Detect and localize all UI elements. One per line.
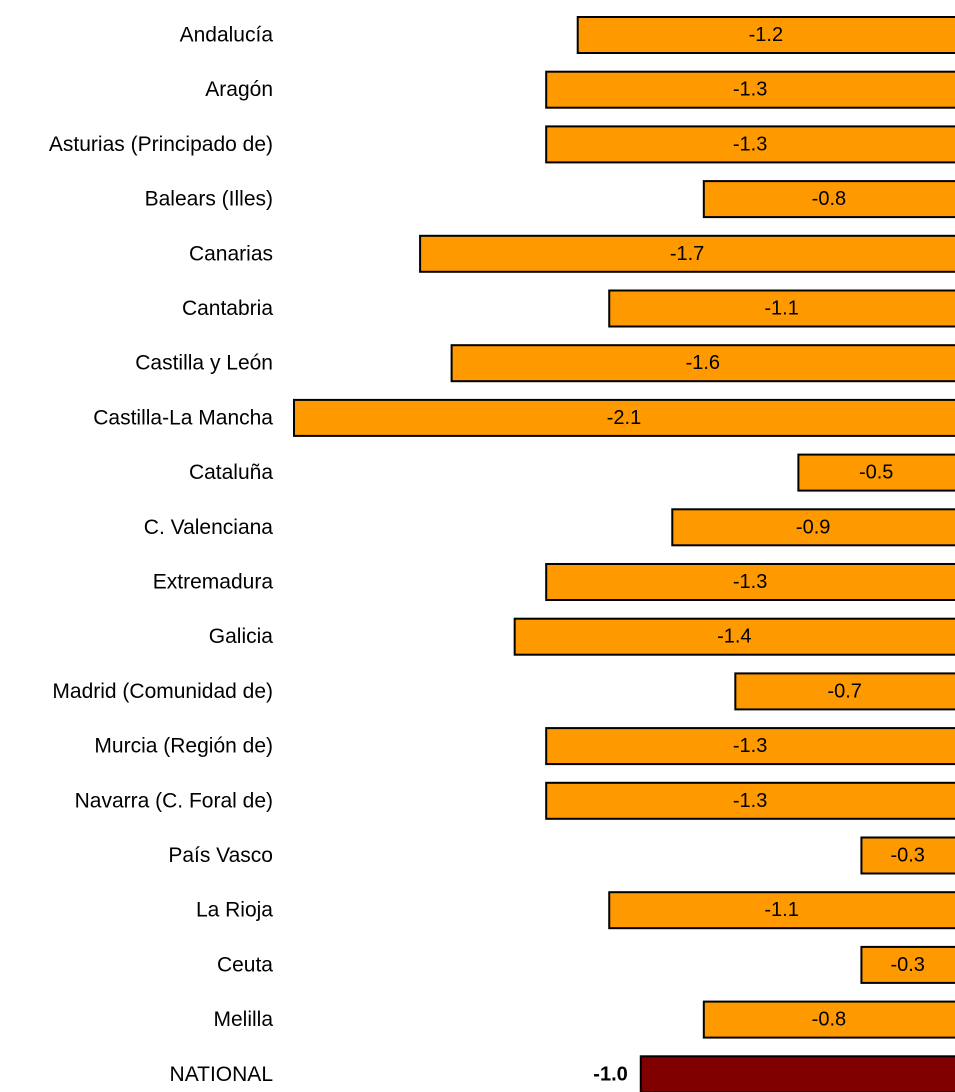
bar-castilla-la-mancha — [293, 398, 955, 437]
bar-castilla-y-leon — [450, 344, 955, 383]
category-label-galicia: Galicia — [209, 625, 274, 648]
bar-andalucia — [576, 16, 955, 54]
category-label-la-rioja: La Rioja — [196, 899, 273, 922]
value-label-cantabria: -1.1 — [764, 298, 798, 320]
bar-la-rioja — [608, 891, 955, 930]
bar-cataluna — [797, 453, 955, 492]
category-label-pais-vasco: País Vasco — [168, 844, 273, 867]
category-label-asturias-principado-de: Asturias (Principado de) — [49, 133, 273, 156]
category-label-extremadura: Extremadura — [153, 571, 274, 594]
value-label-ceuta: -0.3 — [890, 954, 924, 976]
category-label-national: NATIONAL — [170, 1063, 273, 1086]
value-label-extremadura: -1.3 — [733, 571, 767, 593]
category-label-aragon: Aragón — [205, 78, 273, 101]
value-label-murcia-region-de: -1.3 — [733, 735, 767, 757]
value-label-balears-illes: -0.8 — [812, 188, 846, 210]
bar-asturias-principado-de — [545, 125, 955, 164]
bar-melilla — [702, 1000, 955, 1039]
bar-ceuta — [860, 945, 955, 984]
category-label-andalucia: Andalucía — [180, 24, 274, 47]
category-label-murcia-region-de: Murcia (Región de) — [94, 735, 273, 758]
category-label-castilla-y-leon: Castilla y León — [135, 352, 273, 375]
value-label-la-rioja: -1.1 — [764, 899, 798, 921]
value-label-pais-vasco: -0.3 — [890, 845, 924, 867]
bar-extremadura — [545, 563, 955, 601]
value-label-andalucia: -1.2 — [749, 24, 783, 46]
bar-madrid-comunidad-de — [734, 672, 955, 711]
value-label-national: -1.0 — [593, 1063, 627, 1085]
value-label-castilla-y-leon: -1.6 — [686, 352, 720, 374]
category-label-melilla: Melilla — [213, 1008, 273, 1031]
bar-national — [639, 1055, 955, 1092]
value-label-cataluna: -0.5 — [859, 462, 893, 484]
bar-pais-vasco — [860, 836, 955, 875]
bar-murcia-region-de — [545, 727, 955, 766]
category-label-ceuta: Ceuta — [217, 953, 273, 976]
value-label-galicia: -1.4 — [717, 626, 751, 648]
bar-aragon — [545, 70, 955, 109]
category-label-castilla-la-mancha: Castilla-La Mancha — [93, 406, 273, 429]
value-label-aragon: -1.3 — [733, 79, 767, 101]
value-label-asturias-principado-de: -1.3 — [733, 133, 767, 155]
category-label-madrid-comunidad-de: Madrid (Comunidad de) — [52, 680, 273, 703]
bar-c-valenciana — [671, 508, 955, 547]
category-label-cantabria: Cantabria — [182, 297, 273, 320]
bar-balears-illes — [702, 180, 955, 219]
bar-cantabria — [608, 289, 955, 328]
value-label-melilla: -0.8 — [812, 1009, 846, 1031]
value-label-madrid-comunidad-de: -0.7 — [827, 680, 861, 702]
value-label-c-valenciana: -0.9 — [796, 516, 830, 538]
category-label-canarias: Canarias — [189, 242, 273, 265]
value-label-castilla-la-mancha: -2.1 — [607, 407, 641, 429]
category-label-c-valenciana: C. Valenciana — [144, 516, 274, 539]
bar-navarra-c-foral-de — [545, 781, 955, 820]
bar-galicia — [513, 617, 955, 656]
category-label-balears-illes: Balears (Illes) — [145, 188, 273, 211]
bar-canarias — [419, 234, 955, 273]
category-label-navarra-c-foral-de: Navarra (C. Foral de) — [75, 789, 273, 812]
category-label-cataluna: Cataluña — [189, 461, 273, 484]
value-label-navarra-c-foral-de: -1.3 — [733, 790, 767, 812]
value-label-canarias: -1.7 — [670, 243, 704, 265]
